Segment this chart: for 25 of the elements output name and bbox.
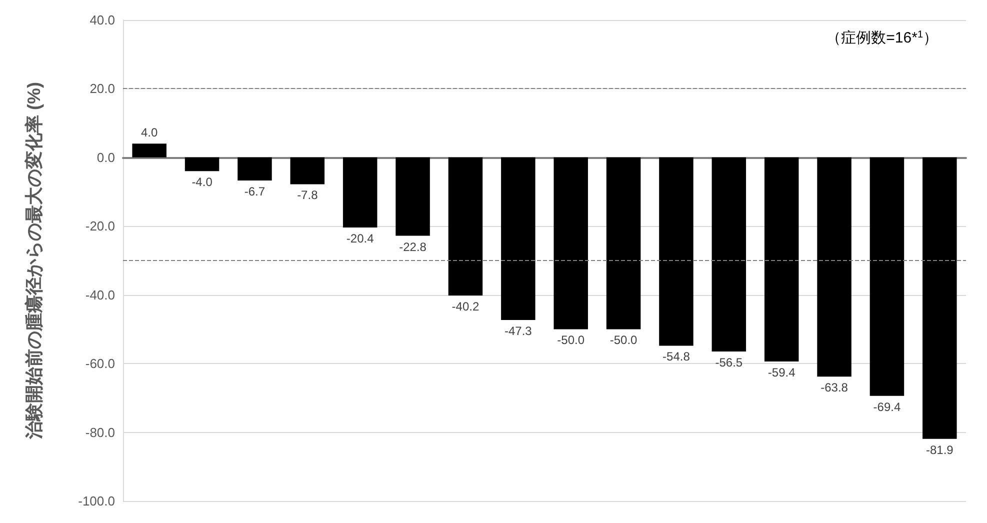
- data-label: -50.0: [557, 333, 585, 348]
- y-axis-title: 治験開始前の腫瘍径からの最大の変化率 (%): [24, 82, 44, 440]
- data-label: -40.2: [452, 300, 480, 314]
- y-tick-label: -100.0: [78, 494, 115, 508]
- y-tick-label: 0.0: [96, 150, 115, 165]
- y-tick-label: -80.0: [85, 424, 115, 440]
- data-label: -63.8: [820, 380, 848, 395]
- data-label: -81.9: [926, 442, 954, 457]
- data-label: -22.8: [399, 240, 427, 254]
- data-label: -59.4: [768, 366, 796, 380]
- data-label: -6.7: [244, 184, 266, 198]
- y-tick-label: 40.0: [90, 12, 115, 28]
- data-label: -54.8: [662, 350, 690, 364]
- data-label: -50.0: [610, 333, 638, 348]
- data-label: -20.4: [346, 232, 374, 246]
- y-tick-label: 20.0: [90, 81, 115, 96]
- data-label: -69.4: [873, 400, 901, 414]
- y-tick-label: -40.0: [85, 287, 115, 302]
- data-label: -7.8: [297, 188, 318, 202]
- y-tick-label: -20.0: [85, 218, 115, 234]
- data-label: -56.5: [715, 356, 743, 370]
- data-label: -4.0: [192, 175, 213, 190]
- data-label: -47.3: [504, 324, 532, 338]
- data-label: 4.0: [141, 126, 158, 140]
- y-tick-label: -60.0: [85, 356, 115, 372]
